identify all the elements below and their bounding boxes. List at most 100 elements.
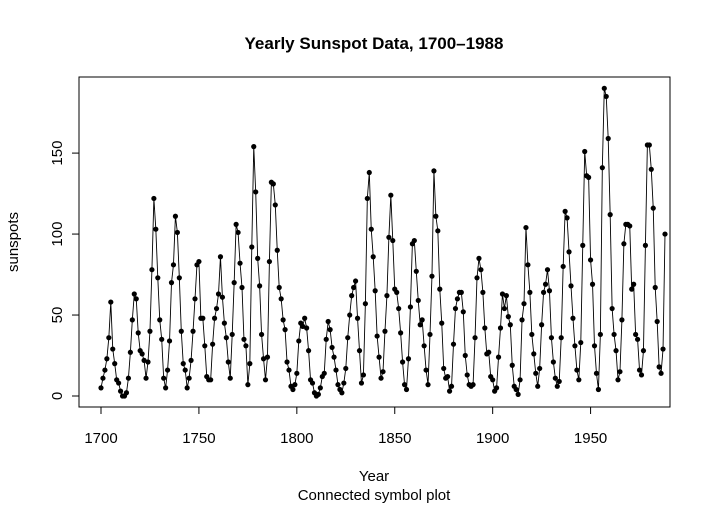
data-point-1713 bbox=[123, 390, 130, 396]
data-point-1983 bbox=[652, 284, 658, 291]
x-tick-label-1900: 1900 bbox=[476, 430, 509, 447]
data-point-1723 bbox=[143, 375, 149, 381]
data-point-1954 bbox=[595, 386, 602, 393]
data-point-1856 bbox=[403, 386, 410, 393]
data-point-1803 bbox=[300, 323, 306, 329]
data-point-1982 bbox=[650, 205, 656, 211]
data-point-1775 bbox=[245, 382, 251, 388]
data-point-1975 bbox=[636, 367, 643, 373]
y-tick-label-0: 0 bbox=[49, 392, 66, 400]
data-point-1703 bbox=[104, 356, 110, 362]
data-point-1936 bbox=[560, 263, 566, 270]
data-point-1902 bbox=[493, 385, 500, 391]
data-point-1738 bbox=[172, 213, 179, 219]
data-point-1767 bbox=[229, 331, 235, 338]
data-point-1702 bbox=[102, 367, 108, 373]
data-point-1887 bbox=[464, 372, 470, 378]
data-point-1951 bbox=[589, 281, 596, 287]
data-point-1789 bbox=[272, 202, 278, 208]
data-point-1729 bbox=[155, 275, 161, 281]
data-point-1828 bbox=[349, 293, 355, 299]
data-point-1945 bbox=[578, 339, 584, 346]
data-point-1877 bbox=[445, 373, 451, 380]
chart-title: Yearly Sunspot Data, 1700–1988 bbox=[245, 34, 504, 53]
data-point-1814 bbox=[321, 370, 327, 376]
data-point-1769 bbox=[233, 221, 239, 227]
data-point-1891 bbox=[472, 335, 478, 341]
chart-subtitle: Connected symbol plot bbox=[298, 487, 451, 504]
data-point-1923 bbox=[535, 383, 541, 389]
data-point-1987 bbox=[660, 346, 666, 352]
data-point-1722 bbox=[141, 357, 147, 363]
data-point-1739 bbox=[174, 229, 180, 236]
y-tick-label-100: 100 bbox=[49, 222, 66, 247]
data-point-1731 bbox=[159, 336, 165, 342]
data-point-1925 bbox=[539, 322, 545, 328]
y-axis-ticks: 0 50 100 150 bbox=[49, 141, 79, 400]
data-point-1773 bbox=[241, 336, 247, 342]
data-point-1715 bbox=[127, 349, 133, 355]
data-point-1908 bbox=[505, 314, 511, 320]
data-point-1764 bbox=[223, 335, 229, 341]
data-point-1976 bbox=[638, 372, 645, 378]
data-point-1953 bbox=[593, 370, 600, 376]
data-point-1914 bbox=[517, 377, 523, 383]
data-point-1874 bbox=[439, 320, 445, 326]
data-point-1861 bbox=[413, 268, 419, 274]
data-point-1950 bbox=[587, 257, 594, 263]
data-point-1750 bbox=[196, 258, 202, 265]
data-point-1830 bbox=[352, 278, 359, 284]
data-point-1917 bbox=[523, 224, 529, 231]
data-point-1759 bbox=[213, 305, 220, 312]
data-point-1920 bbox=[529, 331, 535, 338]
data-point-1878 bbox=[446, 388, 453, 394]
data-point-1915 bbox=[519, 317, 525, 323]
data-point-1834 bbox=[360, 372, 367, 378]
data-point-1752 bbox=[200, 315, 206, 321]
plot-frame bbox=[78, 76, 671, 408]
data-point-1724 bbox=[145, 359, 151, 365]
data-point-1941 bbox=[570, 315, 576, 321]
data-point-1858 bbox=[407, 304, 414, 310]
data-point-1735 bbox=[166, 338, 173, 344]
data-point-1835 bbox=[362, 301, 368, 307]
data-point-1710 bbox=[117, 388, 124, 394]
data-point-1820 bbox=[333, 367, 339, 373]
data-point-1909 bbox=[507, 322, 513, 328]
data-point-1816 bbox=[325, 318, 331, 325]
data-point-1760 bbox=[215, 291, 222, 297]
data-point-1740 bbox=[176, 275, 182, 281]
data-point-1981 bbox=[648, 166, 654, 172]
data-point-1706 bbox=[110, 346, 116, 352]
data-point-1719 bbox=[135, 330, 141, 336]
data-point-1896 bbox=[482, 325, 488, 331]
data-point-1893 bbox=[476, 255, 482, 261]
data-point-1746 bbox=[188, 357, 194, 363]
data-point-1944 bbox=[576, 377, 582, 383]
data-point-1931 bbox=[550, 359, 556, 365]
data-point-1772 bbox=[239, 284, 245, 291]
data-point-1952 bbox=[591, 343, 598, 349]
data-point-1890 bbox=[470, 382, 476, 388]
data-point-1827 bbox=[347, 312, 353, 318]
data-point-1823 bbox=[339, 390, 345, 396]
data-point-1872 bbox=[435, 228, 441, 234]
data-point-1885 bbox=[460, 309, 466, 315]
data-point-1818 bbox=[329, 344, 335, 351]
data-point-1844 bbox=[380, 369, 386, 375]
data-point-1799 bbox=[292, 382, 298, 388]
data-point-1946 bbox=[580, 242, 586, 248]
data-point-1977 bbox=[640, 348, 647, 354]
y-tick-label-150: 150 bbox=[49, 141, 66, 166]
x-axis-ticks: 1700 1750 1800 1850 1900 1950 bbox=[84, 407, 607, 447]
data-point-1853 bbox=[398, 330, 404, 336]
data-point-1717 bbox=[131, 291, 137, 297]
data-point-1778 bbox=[251, 144, 257, 150]
data-point-1956 bbox=[599, 165, 605, 171]
data-point-1795 bbox=[284, 359, 290, 365]
data-point-1869 bbox=[429, 273, 435, 279]
data-point-1747 bbox=[190, 328, 196, 334]
data-point-1864 bbox=[419, 317, 425, 323]
data-point-1865 bbox=[421, 343, 427, 349]
